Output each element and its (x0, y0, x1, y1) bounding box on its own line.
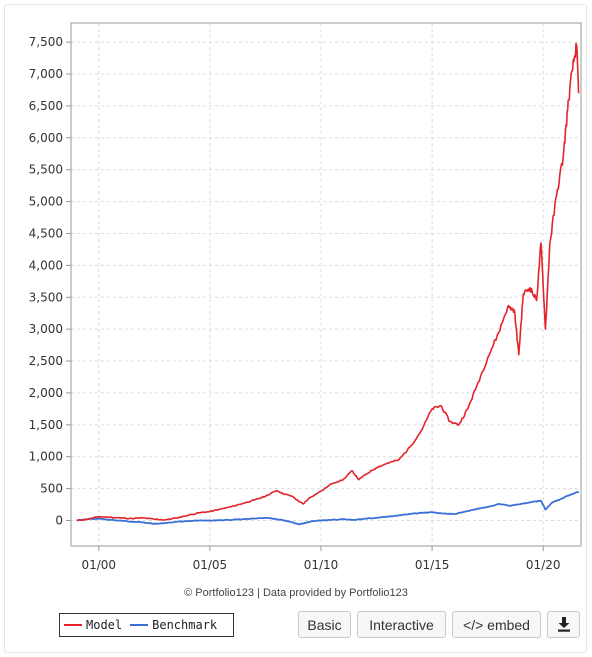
chart-legend: Model Benchmark (59, 613, 234, 637)
y-tick-label-4: 5,500 (29, 163, 63, 177)
y-tick-label-7: 4,000 (29, 258, 63, 272)
y-tick-label-15: 0 (55, 513, 63, 527)
chart-card (4, 4, 587, 653)
legend-item-benchmark[interactable]: Benchmark (130, 618, 217, 632)
y-tick-label-3: 6,000 (29, 131, 63, 145)
x-tick-label-1: 01/05 (193, 558, 228, 572)
y-tick-label-10: 2,500 (29, 354, 63, 368)
download-icon (557, 617, 570, 632)
download-button[interactable] (547, 611, 580, 638)
embed-button[interactable]: </> embed (452, 611, 541, 638)
legend-label-benchmark: Benchmark (152, 618, 218, 632)
x-tick-label-3: 01/15 (415, 558, 450, 572)
legend-swatch-benchmark (130, 624, 149, 626)
series-line-benchmark (76, 490, 580, 526)
y-axis: 7,500 7,000 6,500 6,000 5,500 5,000 4,500 4,000… (29, 35, 71, 527)
x-axis: 01/00 01/05 01/10 01/15 01/20 (81, 546, 561, 572)
y-tick-label-0: 7,500 (29, 35, 63, 49)
grid-lines (71, 23, 581, 546)
y-tick-label-12: 1,500 (29, 418, 63, 432)
plot-frame (70, 22, 582, 547)
line-chart: 7,500 7,000 6,500 6,000 5,500 5,000 4,500 4,000… (29, 22, 582, 572)
y-tick-label-1: 7,000 (29, 67, 63, 81)
series-lines (76, 42, 580, 526)
data-credit: © Portfolio123 | Data provided by Portfo… (184, 587, 408, 599)
legend-item-model[interactable]: Model (64, 618, 122, 632)
x-tick-label-4: 01/20 (526, 558, 561, 572)
y-tick-label-5: 5,000 (29, 195, 63, 209)
series-line-model (76, 42, 580, 522)
y-tick-label-8: 3,500 (29, 290, 63, 304)
y-tick-label-9: 3,000 (29, 322, 63, 336)
y-tick-label-14: 500 (40, 482, 63, 496)
interactive-button[interactable]: Interactive (357, 611, 446, 638)
y-tick-label-11: 2,000 (29, 386, 63, 400)
basic-button[interactable]: Basic (298, 611, 351, 638)
y-tick-label-13: 1,000 (29, 450, 63, 464)
legend-swatch-model (64, 624, 82, 626)
legend-label-model: Model (86, 618, 123, 632)
y-tick-label-6: 4,500 (29, 226, 63, 240)
x-tick-label-0: 01/00 (81, 558, 116, 572)
x-tick-label-2: 01/10 (304, 558, 339, 572)
y-tick-label-2: 6,500 (29, 99, 63, 113)
